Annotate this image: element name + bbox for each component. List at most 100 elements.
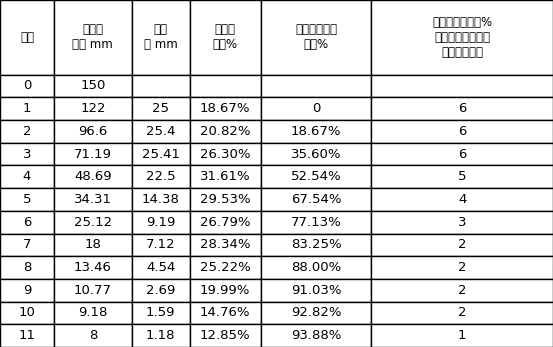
Text: 29.53%: 29.53% (200, 193, 251, 206)
Text: 150: 150 (80, 79, 106, 92)
Bar (132, 279, 190, 302)
Bar (190, 279, 260, 302)
Bar (132, 143, 190, 166)
Bar (0, 256, 54, 279)
Text: 2: 2 (458, 238, 466, 251)
Text: 1.18: 1.18 (146, 329, 175, 342)
Text: 96.6: 96.6 (78, 125, 107, 138)
Text: 2: 2 (458, 261, 466, 274)
Bar (190, 211, 260, 234)
Bar (260, 166, 371, 188)
Text: 7: 7 (23, 238, 31, 251)
Bar (0, 75, 54, 97)
Bar (132, 234, 190, 256)
Bar (260, 97, 371, 120)
Text: 1.59: 1.59 (146, 306, 175, 320)
Text: 88.00%: 88.00% (291, 261, 341, 274)
Text: 9.18: 9.18 (78, 306, 107, 320)
Bar (190, 120, 260, 143)
Bar (0, 166, 54, 188)
Bar (260, 302, 371, 324)
Text: 122: 122 (80, 102, 106, 115)
Bar (132, 166, 190, 188)
Text: 7.12: 7.12 (146, 238, 175, 251)
Text: 26.30%: 26.30% (200, 147, 251, 161)
Text: 52.54%: 52.54% (291, 170, 341, 183)
Text: 道次: 道次 (20, 31, 34, 44)
Bar (190, 75, 260, 97)
Text: 1: 1 (458, 329, 466, 342)
Text: 4: 4 (23, 170, 31, 183)
Text: 25.41: 25.41 (142, 147, 180, 161)
Bar (0, 324, 54, 347)
Bar (260, 143, 371, 166)
Bar (54, 211, 132, 234)
Bar (0, 234, 54, 256)
Text: 34.31: 34.31 (74, 193, 112, 206)
Bar (54, 120, 132, 143)
Text: 14.76%: 14.76% (200, 306, 251, 320)
Bar (371, 256, 553, 279)
Text: 2: 2 (458, 306, 466, 320)
Bar (260, 120, 371, 143)
Bar (54, 143, 132, 166)
Text: 2: 2 (23, 125, 31, 138)
Text: 轧制后
厚度 mm: 轧制后 厚度 mm (72, 23, 113, 51)
Bar (54, 188, 132, 211)
Text: 93.88%: 93.88% (291, 329, 341, 342)
Bar (371, 188, 553, 211)
Text: 31.61%: 31.61% (200, 170, 251, 183)
Bar (190, 0, 260, 75)
Bar (132, 0, 190, 75)
Bar (54, 234, 132, 256)
Text: 18.67%: 18.67% (200, 102, 251, 115)
Bar (54, 0, 132, 75)
Text: 14.38: 14.38 (142, 193, 180, 206)
Bar (0, 143, 54, 166)
Text: 工作辊线速度差%
（上辊线速度大于
下辊线速度）: 工作辊线速度差% （上辊线速度大于 下辊线速度） (432, 16, 492, 59)
Text: 3: 3 (23, 147, 31, 161)
Text: 2: 2 (458, 284, 466, 297)
Text: 3: 3 (458, 215, 466, 229)
Text: 9.19: 9.19 (146, 215, 175, 229)
Bar (190, 97, 260, 120)
Text: 22.5: 22.5 (146, 170, 175, 183)
Text: 28.34%: 28.34% (200, 238, 251, 251)
Bar (190, 166, 260, 188)
Bar (54, 256, 132, 279)
Text: 92.82%: 92.82% (291, 306, 341, 320)
Bar (371, 0, 553, 75)
Bar (371, 302, 553, 324)
Text: 91.03%: 91.03% (291, 284, 341, 297)
Text: 道次压
下率%: 道次压 下率% (212, 23, 238, 51)
Text: 20.82%: 20.82% (200, 125, 251, 138)
Text: 0: 0 (312, 102, 320, 115)
Bar (260, 211, 371, 234)
Bar (190, 234, 260, 256)
Bar (132, 211, 190, 234)
Text: 压下
量 mm: 压下 量 mm (144, 23, 178, 51)
Bar (54, 302, 132, 324)
Text: 10.77: 10.77 (74, 284, 112, 297)
Bar (260, 75, 371, 97)
Text: 71.19: 71.19 (74, 147, 112, 161)
Bar (190, 324, 260, 347)
Text: 25.4: 25.4 (146, 125, 175, 138)
Bar (54, 75, 132, 97)
Text: 8: 8 (88, 329, 97, 342)
Bar (260, 188, 371, 211)
Text: 67.54%: 67.54% (291, 193, 341, 206)
Bar (371, 279, 553, 302)
Bar (132, 120, 190, 143)
Bar (0, 0, 54, 75)
Text: 4.54: 4.54 (146, 261, 175, 274)
Text: 4: 4 (458, 193, 466, 206)
Text: 19.99%: 19.99% (200, 284, 251, 297)
Text: 6: 6 (23, 215, 31, 229)
Bar (190, 143, 260, 166)
Bar (260, 324, 371, 347)
Bar (0, 279, 54, 302)
Text: 0: 0 (23, 79, 31, 92)
Bar (132, 75, 190, 97)
Bar (260, 234, 371, 256)
